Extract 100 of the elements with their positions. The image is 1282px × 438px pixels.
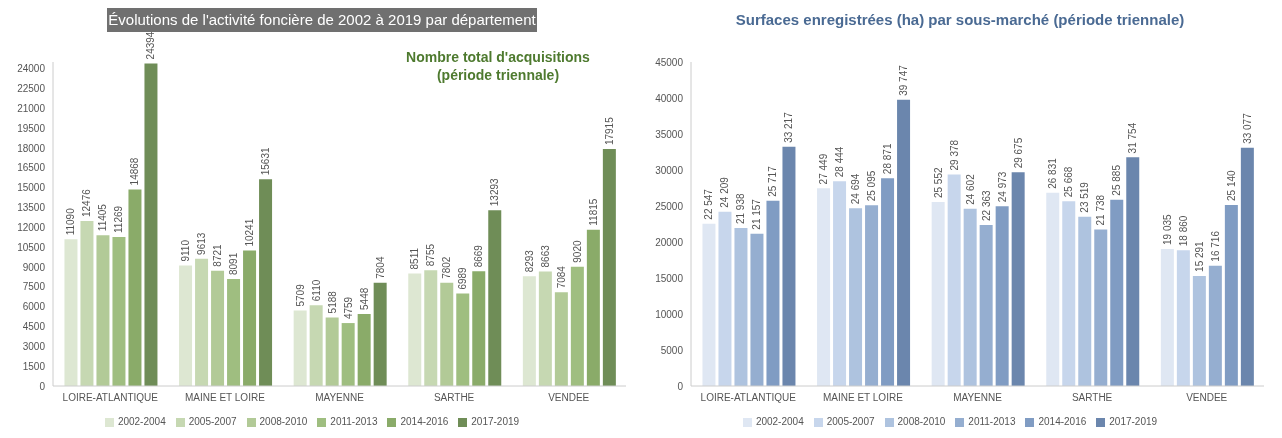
bar bbox=[472, 271, 486, 386]
y-tick-label: 22500 bbox=[17, 83, 46, 94]
bar bbox=[1062, 201, 1076, 386]
data-label: 5709 bbox=[294, 283, 306, 307]
bar bbox=[96, 235, 110, 386]
data-label: 12476 bbox=[81, 188, 93, 218]
chart-subtitle: Nombre total d'acquisitions (période triennale) bbox=[398, 48, 598, 84]
bar bbox=[602, 149, 616, 386]
data-label: 17915 bbox=[603, 116, 615, 146]
bar bbox=[1011, 172, 1025, 386]
bar bbox=[456, 293, 470, 386]
y-tick-label: 21000 bbox=[17, 102, 46, 114]
bar bbox=[1208, 265, 1222, 386]
x-tick-label: SARTHE bbox=[433, 392, 475, 404]
bar bbox=[522, 276, 536, 386]
data-label: 25 717 bbox=[767, 165, 779, 197]
data-label: 21 738 bbox=[1095, 194, 1107, 226]
data-label: 24 602 bbox=[964, 173, 976, 205]
y-tick-label: 6000 bbox=[22, 301, 46, 313]
data-label: 11815 bbox=[587, 198, 599, 226]
y-tick-label: 0 bbox=[39, 380, 46, 392]
data-label: 21 157 bbox=[751, 198, 763, 230]
data-label: 10241 bbox=[244, 218, 256, 247]
x-tick-label: MAINE ET LOIRE bbox=[822, 392, 904, 404]
bar bbox=[947, 174, 961, 386]
data-label: 8511 bbox=[409, 247, 421, 270]
x-tick-label: MAYENNE bbox=[953, 392, 1003, 404]
legend-label: 2002-2004 bbox=[117, 416, 166, 427]
legend-label: 2017-2019 bbox=[1109, 416, 1158, 427]
bar bbox=[702, 223, 716, 386]
bar bbox=[325, 317, 339, 386]
y-tick-label: 20000 bbox=[655, 236, 684, 248]
bar bbox=[293, 310, 307, 386]
data-label: 27 449 bbox=[818, 153, 830, 185]
y-tick-label: 35000 bbox=[655, 128, 684, 140]
data-label: 22 363 bbox=[980, 189, 992, 221]
data-label: 25 552 bbox=[932, 167, 944, 199]
bar bbox=[1046, 192, 1060, 386]
bar bbox=[995, 206, 1009, 386]
y-tick-label: 24000 bbox=[17, 63, 46, 75]
bar bbox=[1176, 250, 1190, 386]
x-tick-label: VENDEE bbox=[1186, 392, 1228, 404]
data-label: 25 140 bbox=[1225, 169, 1237, 201]
data-label: 24 694 bbox=[850, 173, 862, 205]
data-label: 11405 bbox=[97, 203, 109, 232]
data-label: 6989 bbox=[457, 266, 469, 290]
legend-label: 2005-2007 bbox=[188, 416, 237, 427]
data-label: 25 095 bbox=[866, 170, 878, 202]
bar bbox=[408, 273, 422, 386]
bar bbox=[259, 179, 273, 386]
bar bbox=[570, 266, 584, 386]
data-label: 11090 bbox=[65, 207, 77, 236]
bar bbox=[1160, 248, 1174, 386]
y-tick-label: 15000 bbox=[655, 272, 684, 284]
legend-label: 2005-2007 bbox=[826, 416, 875, 427]
data-label: 39 747 bbox=[898, 64, 910, 96]
y-tick-label: 16500 bbox=[17, 162, 46, 174]
data-label: 23 519 bbox=[1079, 181, 1091, 213]
data-label: 18 860 bbox=[1177, 215, 1189, 247]
legend-label: 2011-2013 bbox=[968, 416, 1016, 427]
legend-label: 2014-2016 bbox=[1038, 416, 1087, 427]
bar bbox=[766, 200, 780, 386]
data-label: 7084 bbox=[555, 265, 567, 289]
bar bbox=[817, 188, 831, 386]
y-tick-label: 12000 bbox=[17, 221, 46, 233]
data-label: 21 938 bbox=[735, 193, 747, 225]
data-label: 26 831 bbox=[1047, 157, 1059, 189]
data-label: 25 885 bbox=[1111, 164, 1123, 196]
bar bbox=[782, 146, 796, 386]
y-tick-label: 40000 bbox=[655, 92, 684, 104]
x-tick-label: MAINE ET LOIRE bbox=[184, 392, 266, 404]
y-tick-label: 9000 bbox=[22, 261, 46, 273]
bar bbox=[849, 208, 863, 386]
bar bbox=[979, 224, 993, 386]
y-tick-label: 30000 bbox=[655, 164, 684, 176]
legend-label: 2002-2004 bbox=[755, 416, 804, 427]
x-tick-label: VENDEE bbox=[548, 392, 590, 404]
bar bbox=[424, 270, 438, 386]
bar bbox=[734, 228, 748, 386]
data-label: 29 378 bbox=[948, 139, 960, 171]
x-tick-label: LOIRE-ATLANTIQUE bbox=[62, 392, 159, 404]
bar bbox=[357, 313, 371, 386]
data-label: 5188 bbox=[326, 290, 338, 314]
y-tick-label: 15000 bbox=[17, 182, 46, 194]
bar bbox=[750, 233, 764, 386]
bar bbox=[833, 181, 847, 386]
bar bbox=[341, 323, 355, 386]
data-label: 9613 bbox=[196, 232, 208, 255]
y-tick-label: 3000 bbox=[22, 340, 46, 352]
bar bbox=[1078, 216, 1092, 386]
chart-title: Évolutions de l'activité foncière de 2002 à 2019 par département bbox=[107, 8, 537, 32]
data-label: 4759 bbox=[342, 296, 354, 320]
bar bbox=[195, 258, 209, 386]
bar bbox=[1126, 157, 1140, 386]
data-label: 7804 bbox=[374, 256, 386, 279]
bar bbox=[128, 189, 142, 386]
data-label: 8091 bbox=[228, 252, 240, 275]
data-label: 8669 bbox=[473, 244, 485, 268]
y-tick-label: 7500 bbox=[22, 281, 46, 293]
y-tick-label: 10000 bbox=[655, 308, 684, 320]
